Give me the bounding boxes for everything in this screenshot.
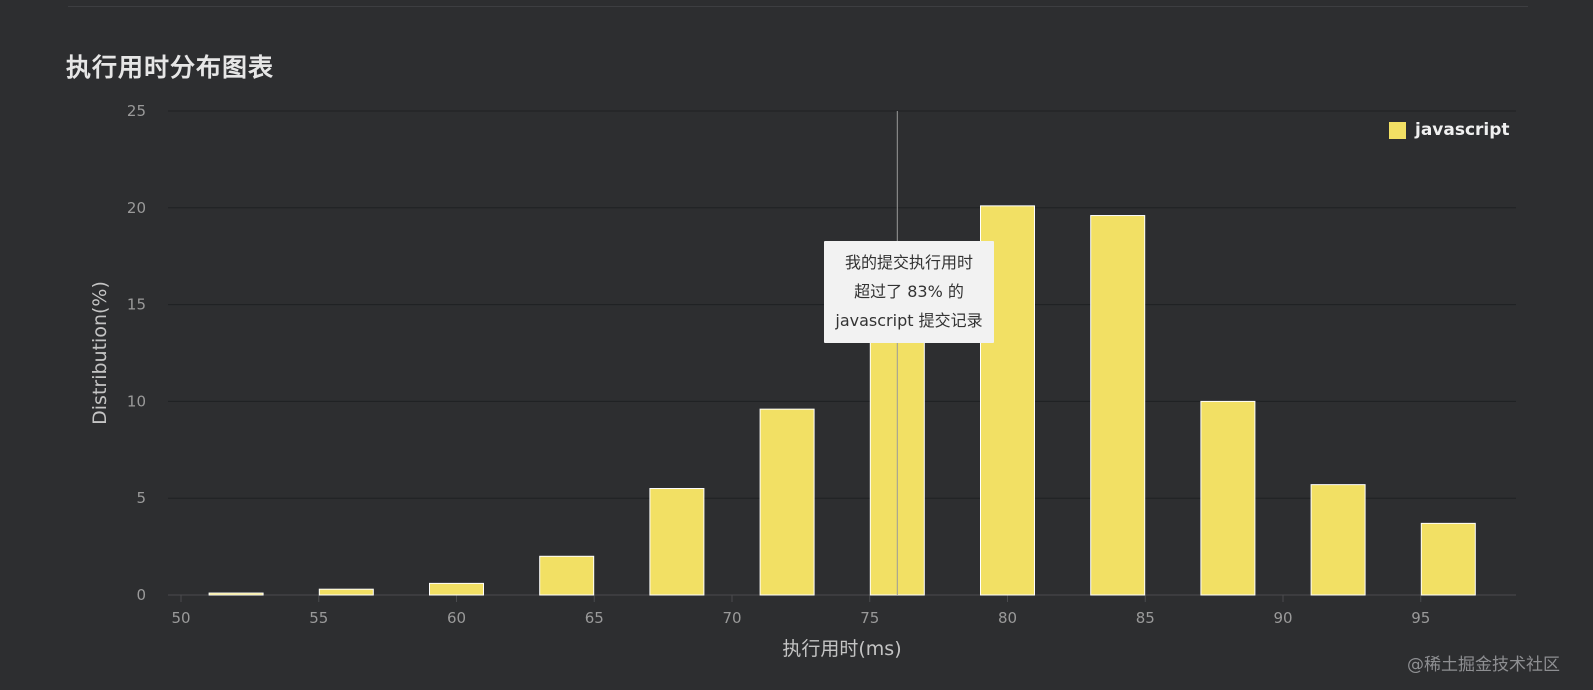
x-axis-title: 执行用时(ms)	[782, 638, 901, 660]
tooltip: 我的提交执行用时 超过了 83% 的 javascript 提交记录	[824, 241, 994, 343]
x-tick-label: 85	[1136, 609, 1155, 627]
chart-title: 执行用时分布图表	[66, 53, 275, 82]
bar[interactable]	[1200, 400, 1256, 596]
top-divider	[68, 6, 1528, 7]
x-tick-label: 60	[447, 609, 466, 627]
y-tick-label: 0	[136, 586, 146, 604]
axes: 0 5 10 15 20 25 50 55 60 65 70 75 80 85 90 95	[127, 102, 1430, 627]
x-tick-label: 75	[860, 609, 879, 627]
bar[interactable]	[208, 592, 264, 596]
bars	[208, 205, 1476, 596]
legend[interactable]: javascript	[1389, 120, 1510, 140]
x-tick-label: 80	[998, 609, 1017, 627]
y-tick-label: 15	[127, 296, 146, 314]
bar[interactable]	[318, 588, 374, 596]
x-tick-label: 50	[171, 609, 190, 627]
y-tick-label: 20	[127, 199, 146, 217]
x-tick-label: 55	[309, 609, 328, 627]
x-tick-label: 70	[722, 609, 741, 627]
bar[interactable]	[1310, 484, 1366, 596]
bar[interactable]	[539, 555, 595, 596]
x-tick-label: 90	[1273, 609, 1292, 627]
y-tick-label: 5	[136, 489, 146, 507]
watermark: @稀土掘金技术社区	[1407, 655, 1560, 675]
legend-swatch-javascript	[1389, 121, 1406, 139]
y-tick-label: 10	[127, 392, 146, 410]
x-tick-label: 95	[1411, 609, 1430, 627]
bar[interactable]	[649, 488, 705, 596]
bar[interactable]	[1420, 522, 1476, 596]
tooltip-line: 超过了 83% 的	[854, 282, 964, 301]
y-tick-label: 25	[127, 102, 146, 120]
bar[interactable]	[759, 408, 815, 596]
tooltip-line: 我的提交执行用时	[844, 253, 973, 272]
y-axis-title: Distribution(%)	[89, 281, 111, 425]
grid-lines	[168, 110, 1516, 596]
legend-label-javascript: javascript	[1415, 120, 1510, 140]
tooltip-line: javascript 提交记录	[835, 311, 983, 330]
x-tick-label: 65	[585, 609, 604, 627]
bar[interactable]	[1090, 215, 1146, 596]
bar[interactable]	[429, 582, 484, 596]
